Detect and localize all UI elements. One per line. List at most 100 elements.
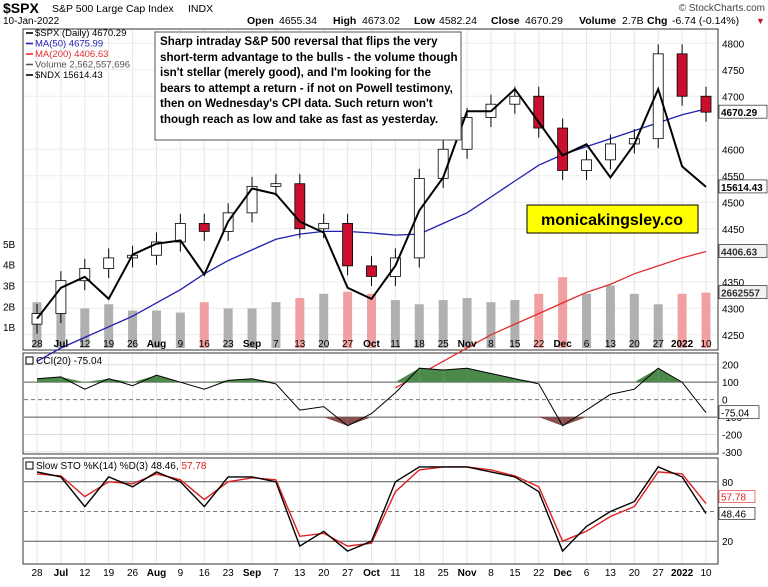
legend-item: $SPX (Daily) 4670.29 bbox=[26, 28, 126, 39]
volume-bar bbox=[247, 308, 257, 348]
x-tick-label-mid: 18 bbox=[414, 339, 426, 350]
cci-tick-label: 100 bbox=[722, 378, 739, 389]
volume-bar bbox=[319, 293, 329, 348]
x-tick-label-bottom: Aug bbox=[147, 568, 166, 579]
x-tick-label-mid: 28 bbox=[31, 339, 43, 350]
candle-body bbox=[79, 268, 91, 282]
ma200-tag-text: 4406.63 bbox=[721, 248, 758, 259]
x-tick-label-mid: 26 bbox=[127, 339, 139, 350]
ndx-tag: 15614.43 bbox=[718, 179, 768, 194]
cci-label-swatch bbox=[25, 356, 34, 365]
volume-bar bbox=[677, 293, 687, 348]
volume-tag-box bbox=[718, 285, 768, 299]
open-value: 4655.34 bbox=[279, 15, 317, 27]
candle-body bbox=[533, 95, 545, 129]
high-value: 4673.02 bbox=[362, 15, 400, 27]
x-tick-label-mid: 7 bbox=[273, 339, 279, 350]
ma200-tag: 4406.63 bbox=[718, 244, 768, 259]
chart-name: S&P 500 Large Cap Index bbox=[52, 3, 175, 15]
x-tick-label-bottom: 10 bbox=[700, 568, 712, 579]
legend-item-label: Volume 2,562,557,696 bbox=[35, 60, 130, 71]
annotation-box bbox=[154, 31, 462, 141]
ndx-tag-text: 15614.43 bbox=[721, 183, 763, 194]
price-tick-label: 4800 bbox=[722, 39, 745, 50]
x-tick-label-mid: 13 bbox=[294, 339, 306, 350]
x-tick-label-mid: Sep bbox=[243, 339, 261, 350]
x-tick-label-bottom: 13 bbox=[605, 568, 617, 579]
volume-label: Volume bbox=[579, 15, 616, 27]
sto-d-tag-box bbox=[718, 490, 756, 503]
candle-body bbox=[31, 313, 43, 325]
volume-bar bbox=[438, 300, 448, 348]
volume-bar bbox=[414, 304, 424, 348]
volume-bar bbox=[462, 298, 472, 348]
x-tick-label-bottom: 26 bbox=[127, 568, 139, 579]
x-tick-label-bottom: 16 bbox=[199, 568, 211, 579]
close-value: 4670.29 bbox=[525, 15, 563, 27]
sto-series bbox=[36, 466, 707, 553]
cci-tick-label: 200 bbox=[722, 361, 739, 372]
sto-label-text: Slow STO %K(14) %D(3) 48.46, 57.78 bbox=[36, 461, 207, 472]
x-tick-label-bottom: 18 bbox=[414, 568, 426, 579]
x-tick-label-mid: 19 bbox=[103, 339, 115, 350]
volume-tick-label: 1B bbox=[3, 323, 16, 334]
sto-d-tag-text: 57.78 bbox=[721, 493, 746, 504]
low-label: Low bbox=[414, 15, 436, 27]
ma200-tag-box bbox=[718, 244, 768, 258]
cci-line bbox=[36, 367, 707, 427]
candle-body bbox=[366, 265, 377, 277]
ndx-path bbox=[36, 86, 707, 320]
legend-item-label: MA(50) 4675.99 bbox=[35, 39, 103, 50]
price-candles bbox=[31, 44, 712, 334]
x-tick-label-mid: Dec bbox=[553, 339, 572, 350]
candle-body bbox=[581, 159, 592, 171]
x-tick-label-bottom: Sep bbox=[243, 568, 261, 579]
ndx-line bbox=[36, 86, 707, 320]
volume-bar bbox=[295, 298, 305, 348]
cci-fill-pos bbox=[108, 378, 133, 383]
price-tick-label: 4500 bbox=[722, 198, 745, 209]
x-tick-label-bottom: 22 bbox=[533, 568, 545, 579]
chart-symbol: $SPX bbox=[3, 0, 39, 16]
x-tick-label-mid: Jul bbox=[54, 339, 69, 350]
sto-k-tag-box bbox=[718, 507, 756, 520]
cci-fill-neg bbox=[347, 417, 372, 426]
candle-body bbox=[605, 143, 616, 161]
close-tag-text: 4670.29 bbox=[721, 108, 758, 119]
watermark-box bbox=[526, 204, 699, 234]
cci-tick-label: 0 bbox=[722, 396, 728, 407]
candle-body bbox=[652, 53, 664, 140]
cci-label: CCI(20) -75.04 bbox=[25, 356, 103, 367]
cci-fill-pos bbox=[204, 380, 229, 383]
volume-bar bbox=[151, 310, 161, 348]
cci-tag-box bbox=[718, 405, 760, 420]
sto-k-tag-text: 48.46 bbox=[721, 509, 746, 520]
axis-labels: 28 28 Jul Jul 12 12 19 19 26 26 Aug Aug 9 9 16 16 23 23 Se… bbox=[3, 39, 745, 579]
volume-bar bbox=[343, 291, 353, 348]
x-tick-label-mid: 16 bbox=[199, 339, 211, 350]
cci-series bbox=[36, 367, 707, 427]
x-tick-label-bottom: 19 bbox=[103, 568, 115, 579]
price-tick-label: 4600 bbox=[722, 145, 745, 156]
volume-bar bbox=[80, 308, 90, 348]
cci-tag-text: -75.04 bbox=[721, 409, 750, 420]
value-tags: 4670.29 15614.43 4406.63 2662557 -75.04 57.78… bbox=[718, 104, 768, 520]
cci-fill-pos bbox=[132, 375, 157, 383]
candle-body bbox=[342, 223, 354, 267]
volume-bar bbox=[175, 312, 185, 348]
x-tick-label-mid: Oct bbox=[363, 339, 380, 350]
x-tick-label-bottom: Jul bbox=[54, 568, 69, 579]
x-tick-label-mid: 8 bbox=[488, 339, 494, 350]
annotation-text: Sharp intraday S&P 500 reversal that fli… bbox=[160, 35, 458, 126]
cci-fill-pos bbox=[443, 368, 468, 383]
x-tick-label-mid: 27 bbox=[653, 339, 665, 350]
candle-body bbox=[151, 241, 162, 256]
volume-bar bbox=[199, 302, 209, 348]
cci-fill-pos bbox=[395, 368, 420, 383]
volume-bar bbox=[582, 293, 592, 348]
chg-label: Chg bbox=[647, 15, 667, 27]
close-tag-box bbox=[718, 104, 768, 119]
